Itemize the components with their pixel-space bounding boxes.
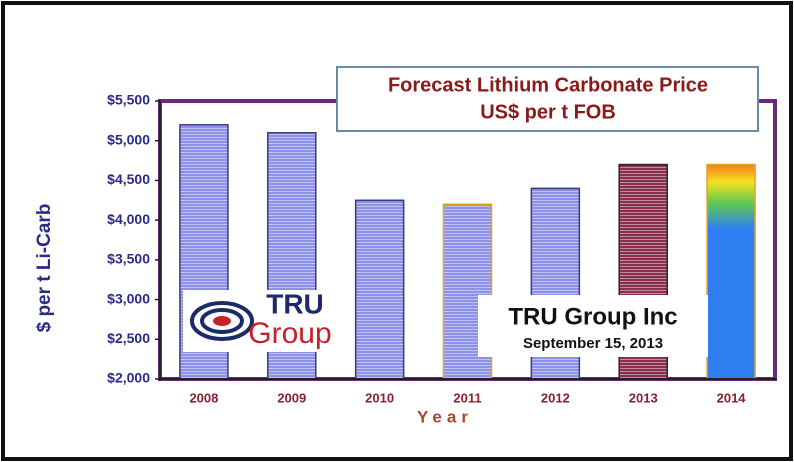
- x-axis-label: Year: [417, 407, 473, 426]
- y-tick-label: $4,500: [107, 171, 150, 187]
- x-tick-label: 2009: [277, 390, 306, 405]
- y-tick-label: $2,500: [107, 330, 150, 346]
- logo-text: TRU: [266, 288, 324, 319]
- x-tick-label: 2013: [629, 390, 658, 405]
- title-box: [336, 66, 759, 132]
- bar: [354, 199, 405, 380]
- y-tick-label: $4,000: [107, 211, 150, 227]
- x-tick-label: 2012: [541, 390, 570, 405]
- x-tick-label: 2011: [453, 390, 481, 405]
- y-tick-label: $2,000: [107, 370, 150, 386]
- chart-title: Forecast Lithium Carbonate Price: [388, 74, 708, 96]
- y-tick-label: $5,500: [107, 92, 150, 108]
- y-tick-label: $3,000: [107, 290, 150, 306]
- annotation: TRU Group Inc: [508, 303, 677, 330]
- x-tick-label: 2008: [189, 390, 218, 405]
- y-tick-label: $3,500: [107, 251, 150, 267]
- bar: [706, 163, 756, 380]
- x-tick-label: 2014: [717, 390, 747, 405]
- logo-box: [183, 290, 350, 352]
- chart-subtitle: US$ per t FOB: [480, 101, 616, 123]
- logo-icon: [190, 301, 254, 341]
- annotation-box: [478, 295, 708, 357]
- logo-text: Group: [248, 317, 331, 350]
- y-axis-label: $ per t Li-Carb: [34, 204, 55, 333]
- y-tick-label: $5,000: [107, 131, 150, 147]
- annotation: September 15, 2013: [523, 335, 663, 352]
- x-tick-label: 2010: [365, 390, 394, 405]
